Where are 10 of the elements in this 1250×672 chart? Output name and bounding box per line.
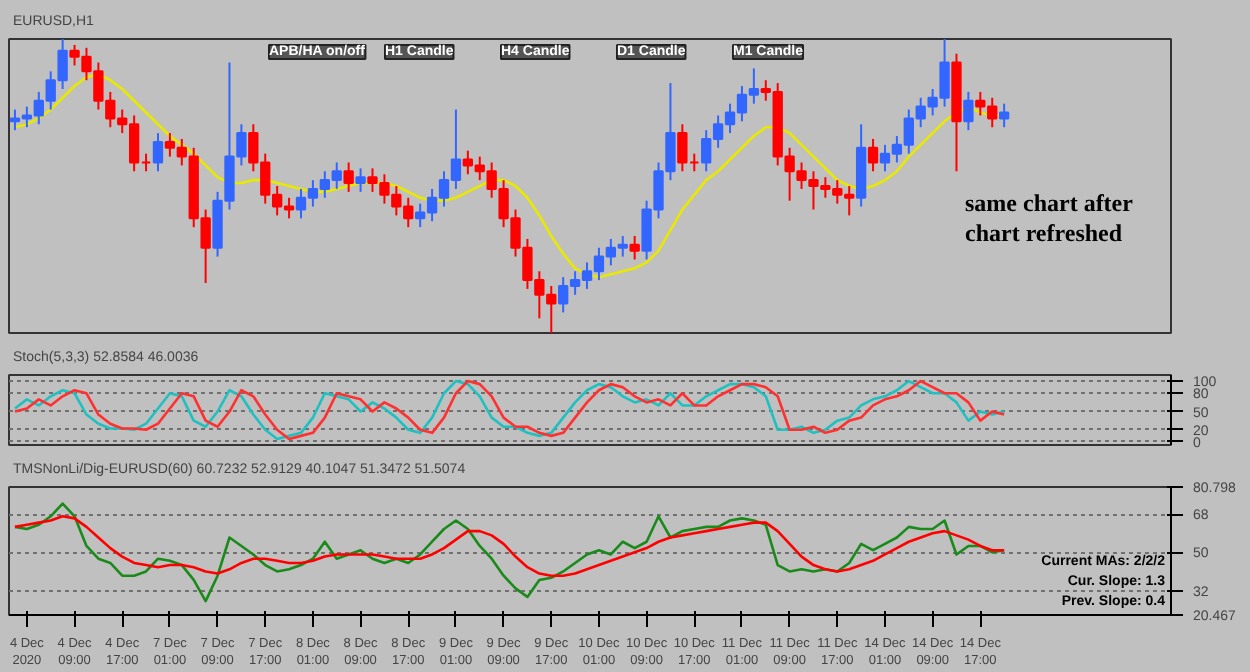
- candlestick: [998, 102, 1010, 129]
- line-series: [13, 514, 1006, 577]
- candlestick: [629, 234, 640, 261]
- line-series: [13, 379, 1006, 441]
- candlestick: [152, 132, 164, 173]
- candlestick: [963, 90, 974, 132]
- candlestick: [867, 137, 879, 173]
- candlestick: [355, 167, 366, 193]
- annotation: same chart after chart refreshed: [965, 189, 1135, 247]
- candlestick: [343, 161, 354, 193]
